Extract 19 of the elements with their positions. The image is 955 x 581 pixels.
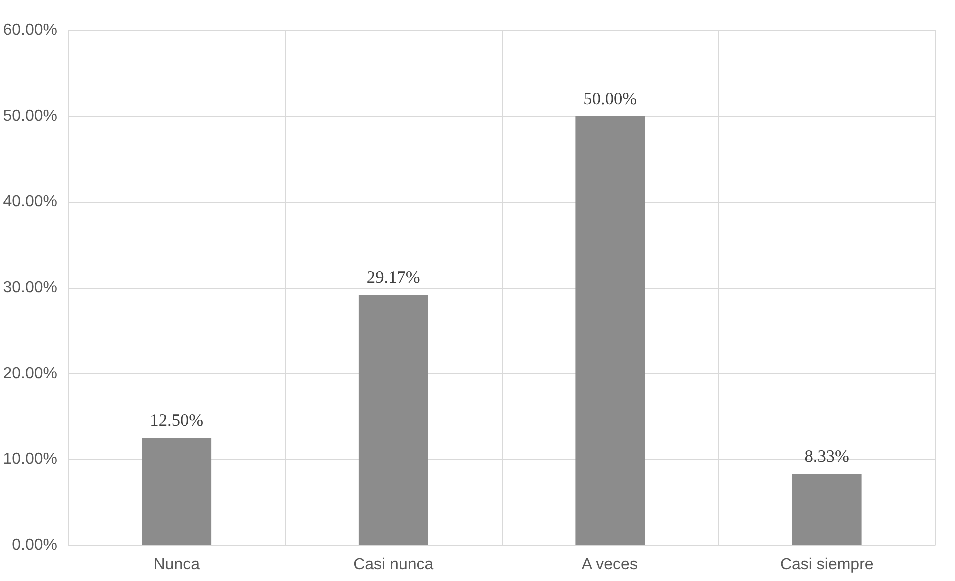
data-label: 8.33% xyxy=(804,447,850,466)
x-tick-label: Nunca xyxy=(154,556,200,574)
y-tick-label: 40.00% xyxy=(3,194,58,211)
data-label: 29.17% xyxy=(366,268,420,288)
y-tick-label: 10.00% xyxy=(3,451,58,468)
y-tick-label: 60.00% xyxy=(3,22,58,39)
data-label: 50.00% xyxy=(584,89,638,108)
x-tick-label: A veces xyxy=(582,556,638,574)
y-tick-label: 30.00% xyxy=(3,280,58,296)
y-tick-label: 0.00% xyxy=(12,537,58,554)
x-tick-label: Casi siempre xyxy=(780,556,874,574)
y-tick-label: 20.00% xyxy=(3,365,58,382)
y-tick-label: 50.00% xyxy=(3,108,58,125)
bar xyxy=(358,295,428,546)
bar xyxy=(142,438,212,546)
bar xyxy=(576,116,646,546)
data-label: 12.50% xyxy=(150,411,204,430)
bar xyxy=(792,474,862,546)
x-tick-label: Casi nunca xyxy=(354,556,434,574)
